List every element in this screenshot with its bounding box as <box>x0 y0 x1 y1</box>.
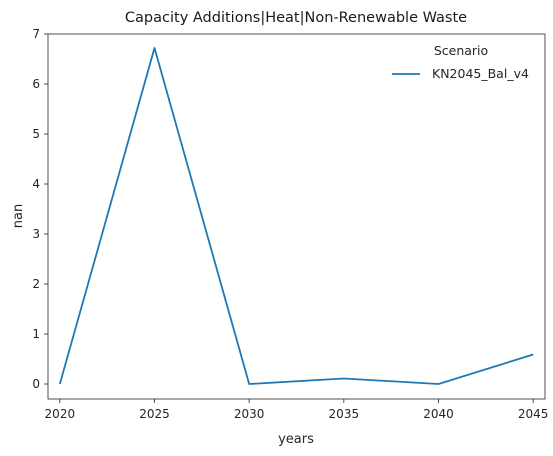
y-tick-label: 6 <box>32 77 40 91</box>
y-axis-label: nan <box>11 204 26 228</box>
x-tick-label: 2035 <box>329 407 360 421</box>
y-tick-label: 1 <box>32 327 40 341</box>
y-tick-label: 4 <box>32 177 40 191</box>
y-tick-label: 2 <box>32 277 40 291</box>
legend-title: Scenario <box>434 43 488 58</box>
legend: Scenario KN2045_Bal_v4 <box>392 43 529 81</box>
y-tick-label: 5 <box>32 127 40 141</box>
plot-frame <box>47 33 546 400</box>
y-tick-label: 7 <box>32 27 40 41</box>
x-axis: 2020 2025 2030 2035 2040 2045 <box>45 399 549 421</box>
y-tick-label: 3 <box>32 227 40 241</box>
legend-label: KN2045_Bal_v4 <box>432 66 529 81</box>
y-axis: 0 1 2 3 4 5 6 7 <box>32 27 48 391</box>
x-tick-label: 2025 <box>139 407 170 421</box>
x-axis-label: years <box>278 432 314 447</box>
series-line <box>58 47 534 385</box>
y-tick-label: 0 <box>32 377 40 391</box>
series-group <box>58 47 534 385</box>
x-tick-label: 2020 <box>45 407 76 421</box>
chart-title: Capacity Additions|Heat|Non-Renewable Wa… <box>125 10 467 26</box>
x-tick-label: 2030 <box>234 407 265 421</box>
x-tick-label: 2040 <box>423 407 454 421</box>
x-tick-label: 2045 <box>518 407 549 421</box>
